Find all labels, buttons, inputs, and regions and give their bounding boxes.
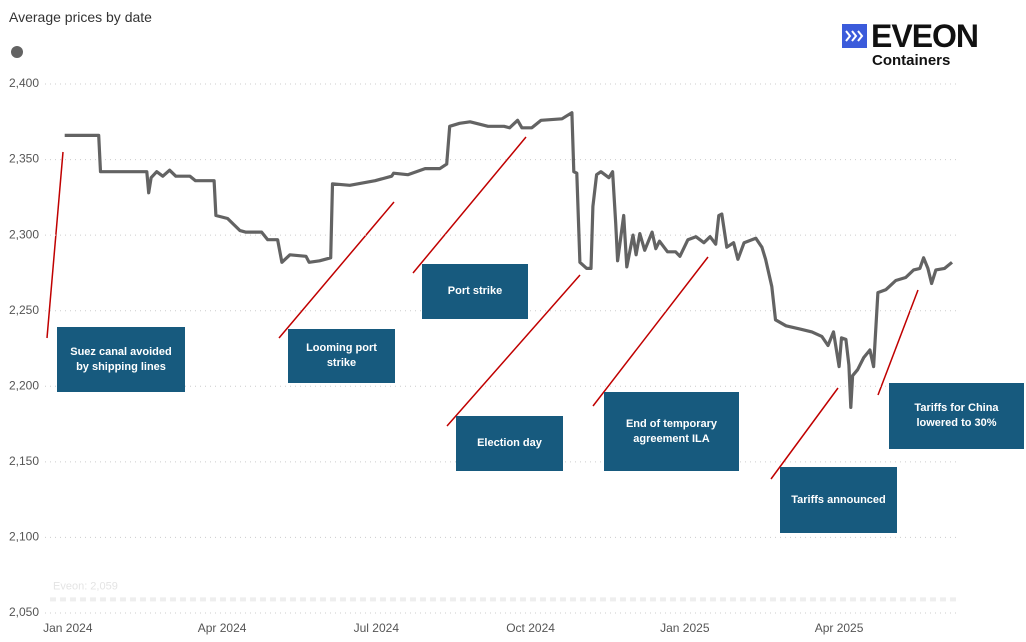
annotation: Port strike [422,264,528,319]
annotation: Suez canal avoided by shipping lines [57,327,185,392]
x-tick-label: Jul 2024 [354,621,400,635]
logo-icon [842,24,867,48]
y-tick-label: 2,200 [9,378,39,392]
chart-title: Average prices by date [9,9,152,25]
y-tick-label: 2,400 [9,76,39,90]
legend-dot [11,46,23,58]
y-tick-label: 2,300 [9,227,39,241]
x-tick-label: Oct 2024 [506,621,555,635]
y-tick-label: 2,100 [9,530,39,544]
reference-label: Eveon: 2,059 [53,580,118,592]
pointer-lines [46,136,919,480]
annotation: Tariffs announced [780,467,897,533]
x-tick-label: Apr 2025 [815,621,864,635]
y-tick-label: 2,050 [9,605,39,619]
x-tick-label: Jan 2025 [660,621,710,635]
logo-name: EVEON [871,18,979,54]
annotation: Election day [456,416,563,471]
x-tick-label: Apr 2024 [198,621,247,635]
annotation: Tariffs for China lowered to 30% [889,383,1024,449]
logo-subtitle: Containers [872,52,951,69]
x-tick-label: Jan 2024 [43,621,93,635]
y-tick-label: 2,350 [9,152,39,166]
y-tick-label: 2,250 [9,303,39,317]
annotation: End of temporary agreement ILA [604,392,739,471]
annotation: Looming port strike [288,329,395,383]
y-tick-label: 2,150 [9,454,39,468]
price-line [64,111,954,409]
